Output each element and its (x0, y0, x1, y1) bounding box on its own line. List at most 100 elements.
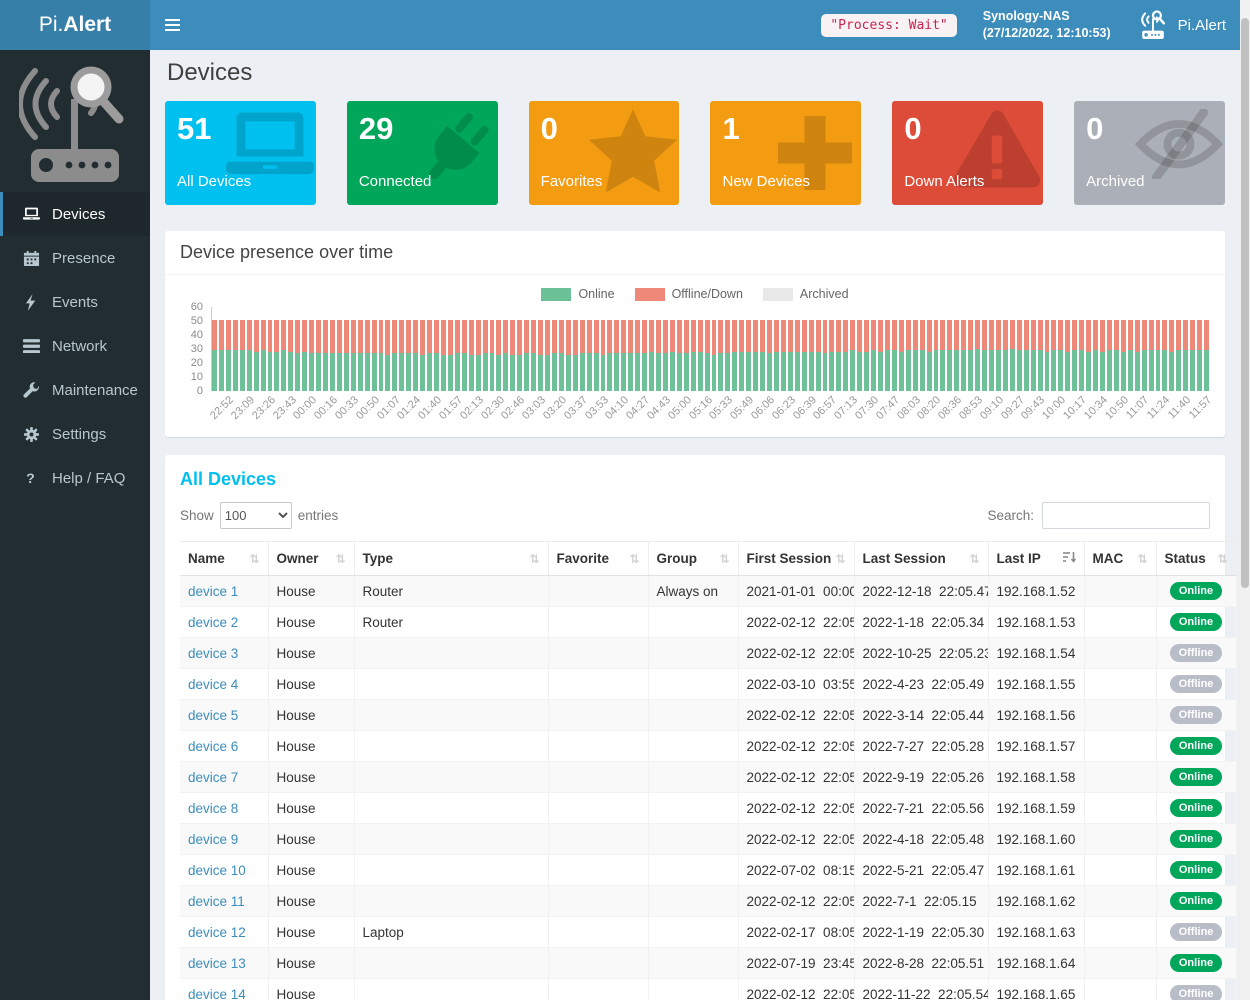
presence-bar (399, 319, 405, 391)
last-ip-cell: 192.168.1.61 (988, 854, 1085, 886)
presence-bar (1183, 319, 1189, 391)
presence-bar (850, 319, 856, 391)
device-link[interactable]: device 10 (188, 862, 246, 878)
card-archived[interactable]: 0 Archived (1074, 101, 1225, 205)
status-badge: Online (1170, 799, 1222, 817)
app-logo-text: Pi.Alert (38, 13, 112, 36)
sidebar-toggle-button[interactable] (150, 0, 195, 50)
device-link[interactable]: device 11 (188, 893, 245, 909)
status-cell: Offline (1156, 978, 1237, 1000)
mac-cell (1084, 823, 1157, 855)
type-cell (354, 792, 549, 824)
presence-bar (267, 319, 273, 391)
last-ip-cell: 192.168.1.60 (988, 823, 1085, 855)
card-value: 29 (358, 111, 394, 146)
legend-item-archived[interactable]: Archived (762, 287, 849, 301)
device-link[interactable]: device 1 (188, 583, 239, 599)
navbar-brand[interactable]: Pi.Alert (1137, 10, 1226, 40)
table-row: device 5 House 2022-02-12 22:05 2022-3-14 2… (180, 699, 1237, 731)
table-body: device 1 House Router Always on 2021-01-01 0… (180, 575, 1237, 1000)
last-session-cell: 2022-8-28 22:05.51 (854, 947, 989, 979)
column-header-name[interactable]: Name ⇅ (180, 541, 269, 576)
last-session-cell: 2022-12-18 22:05.47 (854, 575, 989, 607)
presence-bar (739, 319, 745, 391)
column-header-status[interactable]: Status ⇅ (1156, 541, 1237, 576)
column-header-favorite[interactable]: Favorite ⇅ (548, 541, 649, 576)
presence-bar (725, 319, 731, 391)
sidebar-item-help-faq[interactable]: ? Help / FAQ (0, 456, 150, 500)
presence-bar (253, 319, 259, 391)
sidebar-item-settings[interactable]: Settings (0, 412, 150, 456)
column-header-last-ip[interactable]: Last IP (988, 541, 1085, 576)
page-scrollbar[interactable] (1240, 0, 1250, 1000)
group-cell (648, 606, 739, 638)
device-link[interactable]: device 6 (188, 738, 239, 754)
column-header-group[interactable]: Group ⇅ (648, 541, 739, 576)
mac-cell (1084, 854, 1157, 886)
presence-bar (1204, 319, 1209, 391)
device-link[interactable]: device 9 (188, 831, 239, 847)
column-header-owner[interactable]: Owner ⇅ (268, 541, 355, 576)
device-link[interactable]: device 12 (188, 924, 246, 940)
presence-bar (829, 319, 835, 391)
type-cell (354, 699, 549, 731)
sidebar-item-presence[interactable]: Presence (0, 236, 150, 280)
card-all-devices[interactable]: 51 All Devices (165, 101, 316, 205)
card-down-alerts[interactable]: 0 Down Alerts (892, 101, 1044, 205)
presence-bar (926, 319, 932, 391)
type-cell (354, 637, 549, 669)
presence-bar (1072, 319, 1078, 391)
sidebar-item-devices[interactable]: Devices (0, 192, 150, 236)
presence-bar (218, 319, 224, 391)
presence-bar (496, 319, 502, 391)
device-link[interactable]: device 3 (188, 645, 239, 661)
device-link[interactable]: device 8 (188, 800, 239, 816)
column-header-mac[interactable]: MAC ⇅ (1084, 541, 1157, 576)
first-session-cell: 2021-01-01 00:00 (738, 575, 855, 607)
presence-bar (843, 319, 849, 391)
column-label: First Session (746, 551, 832, 566)
page-title: Devices (167, 59, 253, 86)
page-length-select[interactable]: 100 (219, 502, 292, 529)
card-favorites[interactable]: 0 Favorites (528, 101, 680, 205)
column-header-type[interactable]: Type ⇅ (354, 541, 549, 576)
presence-bar (274, 319, 280, 391)
top-navbar: "Process: Wait" Synology-NAS (27/12/2022… (150, 0, 1240, 50)
column-header-last-session[interactable]: Last Session ⇅ (854, 541, 989, 576)
presence-bar (503, 319, 509, 391)
status-cell: Online (1156, 854, 1237, 886)
legend-item-online[interactable]: Online (541, 287, 615, 301)
device-link[interactable]: device 7 (188, 769, 239, 785)
search-input[interactable] (1042, 502, 1210, 529)
type-cell (354, 978, 549, 1000)
table-row: device 3 House 2022-02-12 22:05 2022-10-25 … (180, 637, 1237, 669)
card-connected[interactable]: 29 Connected (346, 101, 498, 205)
sidebar-item-network[interactable]: Network (0, 324, 150, 368)
owner-cell: House (268, 668, 355, 700)
legend-item-offline-down[interactable]: Offline/Down (634, 287, 743, 301)
presence-bar (884, 319, 890, 391)
card-value: 0 (904, 111, 922, 146)
presence-bar (461, 319, 467, 391)
presence-bar (329, 319, 335, 391)
card-new-devices[interactable]: 1 New Devices (710, 101, 862, 205)
sidebar-item-maintenance[interactable]: Maintenance (0, 368, 150, 412)
presence-bar (614, 319, 620, 391)
question-icon: ? (22, 470, 40, 487)
first-session-cell: 2022-02-12 22:05 (738, 885, 855, 917)
host-info: Synology-NAS (27/12/2022, 12:10:53) (983, 8, 1111, 42)
sidebar-item-events[interactable]: Events (0, 280, 150, 324)
scrollbar-thumb[interactable] (1241, 18, 1249, 588)
device-link[interactable]: device 4 (188, 676, 239, 692)
table-row: device 8 House 2022-02-12 22:05 2022-7-21 2… (180, 792, 1237, 824)
device-link[interactable]: device 13 (188, 955, 246, 971)
type-cell (354, 823, 549, 855)
favorite-cell (548, 668, 649, 700)
devices-table: Name ⇅ Owner ⇅ Type ⇅ Favorite ⇅ Group ⇅ First Ses… (180, 541, 1237, 1000)
device-link[interactable]: device 2 (188, 614, 239, 630)
sort-icon: ⇅ (335, 551, 346, 566)
column-header-first-session[interactable]: First Session ⇅ (738, 541, 855, 576)
app-logo[interactable]: Pi.Alert (0, 0, 150, 50)
device-link[interactable]: device 14 (188, 986, 246, 1000)
device-link[interactable]: device 5 (188, 707, 239, 723)
